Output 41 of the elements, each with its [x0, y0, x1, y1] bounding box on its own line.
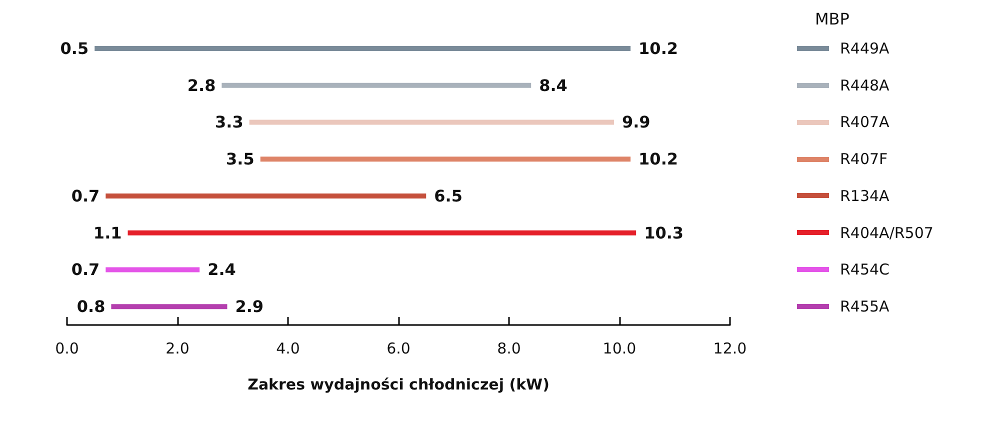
bar: [260, 156, 631, 162]
annotation: 10.2: [638, 38, 678, 58]
annotation: 0.5: [60, 38, 89, 58]
y-tick-label: R404A/R507: [840, 224, 934, 242]
annotation: 6.5: [434, 186, 462, 206]
x-tick-label: 6.0: [386, 340, 410, 358]
bar: [106, 193, 426, 198]
annotation: 9.9: [622, 112, 650, 132]
annotation: 0.8: [76, 297, 106, 316]
annotation: 3.5: [226, 150, 254, 169]
bar: [249, 120, 614, 125]
bar: [222, 82, 532, 88]
x-tick-label: 0.0: [55, 340, 79, 358]
legend-title: MBP: [815, 10, 850, 28]
y-tick-label: R407F: [840, 150, 888, 168]
x-tick-label: 4.0: [276, 340, 300, 358]
bar: [94, 46, 631, 51]
y-tick-label: R448A: [840, 76, 890, 94]
y-tick-label: R407A: [840, 113, 890, 132]
x-tick-label: 12.0: [713, 340, 747, 358]
annotation: 0.7: [71, 260, 100, 280]
x-tick-label: 2.0: [166, 340, 190, 358]
annotation: 10.2: [638, 150, 678, 169]
annotation: 8.4: [539, 76, 568, 95]
y-tick-label: R455A: [840, 298, 890, 316]
annotation: 2.8: [187, 76, 216, 95]
annotation: 1.1: [93, 223, 122, 242]
annotation: 10.3: [644, 223, 684, 242]
annotation: 2.4: [208, 260, 236, 280]
x-axis-title: Zakres wydajności chłodniczej (kW): [248, 376, 550, 394]
bar: [111, 304, 228, 310]
x-tick-label: 8.0: [497, 340, 521, 358]
y-tick-label: R454C: [840, 260, 890, 279]
bar: [106, 267, 200, 272]
y-tick-label: R134A: [840, 186, 890, 205]
annotation: 2.9: [235, 297, 264, 316]
annotation: 3.3: [214, 112, 244, 132]
annotation: 0.7: [71, 186, 100, 206]
bar: [128, 230, 636, 236]
y-tick-label: R449A: [840, 39, 890, 58]
x-tick-label: 10.0: [602, 340, 636, 358]
